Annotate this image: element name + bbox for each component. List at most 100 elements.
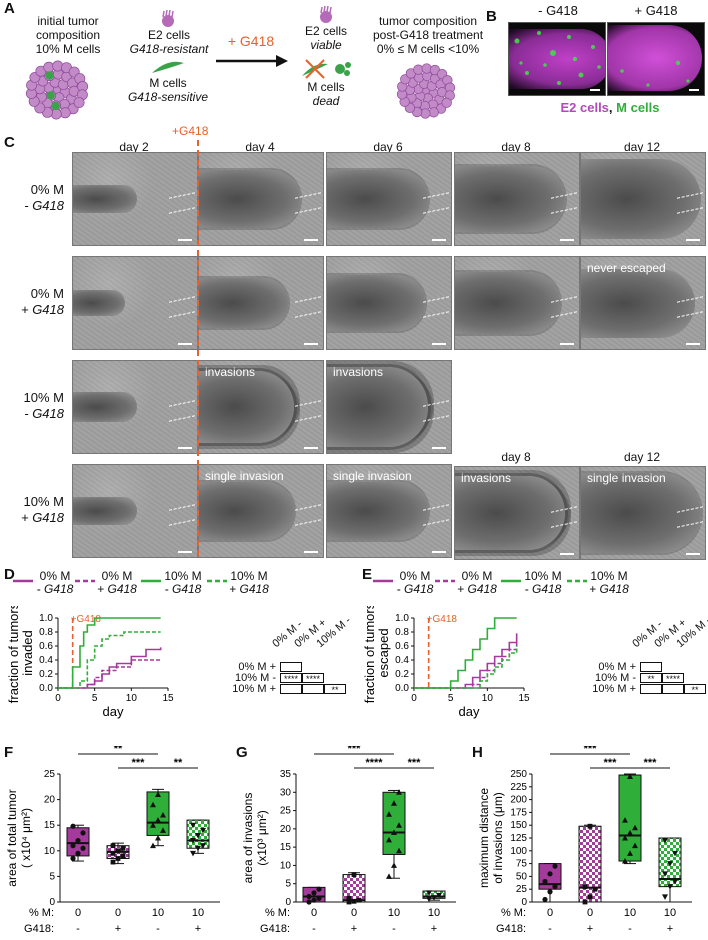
m-cell-dot	[543, 63, 547, 67]
series-line	[414, 646, 518, 689]
e2-cell-icon	[420, 108, 431, 119]
m-cell-icon	[51, 101, 60, 111]
dead-m-cell-icon	[302, 59, 351, 79]
scale-bar	[590, 89, 600, 91]
tumor-body	[73, 497, 138, 525]
y-tick-label: 200	[510, 795, 527, 806]
x-tick-label: 5	[92, 693, 98, 704]
tumor-body	[327, 275, 425, 331]
legend-line2: + G418	[229, 582, 269, 596]
m-status: G418-sensitive	[127, 90, 209, 104]
y-tick-label: 35	[280, 769, 292, 780]
data-point	[195, 832, 201, 839]
invaded-chart: 0.0 0.2 0.4 0.6 0.8 1.0 0 5 10 15 day fraction of t…	[6, 606, 174, 719]
data-point	[346, 895, 352, 901]
initial-line2: composition	[35, 28, 101, 42]
tumor-body	[455, 271, 561, 335]
m-cell-dot	[686, 79, 690, 83]
box	[342, 874, 366, 903]
dashed-tip-outline	[423, 400, 449, 423]
legend-line1: 0% M	[101, 569, 133, 583]
legend-line2: + G418	[97, 582, 137, 596]
data-point	[547, 871, 553, 877]
m-cell-dot	[567, 35, 571, 39]
data-point	[316, 886, 322, 892]
e2-cell-icon	[421, 63, 432, 74]
y-tick-label: 1.0	[395, 613, 409, 624]
e2-cell-icon	[73, 97, 85, 109]
data-point	[587, 894, 593, 900]
m-cell-dot	[514, 38, 520, 44]
data-point	[70, 843, 76, 849]
g418-marker-label: +G418	[427, 614, 458, 625]
legend-line1: 0% M	[39, 569, 71, 583]
sig-cell: ****	[280, 673, 302, 684]
data-point	[160, 811, 166, 818]
m-cell-dot	[675, 60, 681, 66]
sig-cell: ****	[302, 673, 324, 684]
tumor-body	[199, 482, 295, 540]
sig-cell	[280, 662, 302, 672]
data-point	[431, 895, 437, 901]
sig-cell	[280, 684, 302, 694]
y-axis-label: of invasions (μm)	[491, 792, 505, 884]
data-point	[622, 858, 628, 864]
data-point	[426, 896, 432, 903]
data-point	[542, 878, 548, 885]
scale-bar	[178, 447, 192, 449]
dashed-tip-outline	[169, 192, 195, 215]
group-g418-label: +	[667, 923, 673, 935]
y-tick-label: 0.6	[39, 641, 53, 652]
panel-label-d: D	[4, 566, 15, 583]
data-point	[582, 884, 588, 890]
tumor-body	[73, 290, 125, 316]
row-line1: 0% M	[30, 286, 64, 301]
data-point	[200, 843, 206, 849]
legend-swatch	[141, 579, 161, 583]
row-line2: - G418	[24, 406, 64, 421]
m-label: M cells	[149, 76, 187, 90]
legend-entry: 10% M + G418	[588, 570, 630, 596]
data-point	[592, 886, 598, 892]
y-tick-label: 25	[516, 884, 528, 895]
scale-bar	[560, 343, 574, 345]
scale-bar	[689, 89, 699, 91]
y-tick-label: 0	[49, 897, 55, 908]
legend-entry: 0% M + G418	[456, 570, 498, 596]
tumor-body	[199, 277, 288, 329]
initial-line3: 10% M cells	[35, 42, 101, 56]
y-tick-label: 0.4	[395, 655, 409, 666]
x-axis-label: day	[103, 704, 124, 719]
panel-label-g: G	[236, 744, 248, 761]
scale-bar	[304, 239, 318, 241]
y-tick-label: 25	[44, 769, 56, 780]
group-g418-label: -	[548, 923, 552, 935]
legend-line1: 10% M	[590, 569, 628, 583]
data-point	[75, 837, 81, 844]
data-point	[110, 843, 116, 849]
dashed-tip-outline	[551, 296, 577, 319]
group-m-label: 0	[587, 907, 593, 919]
group-m-label: 0	[311, 907, 317, 919]
data-point	[70, 855, 76, 862]
initial-tumor-cluster-icon	[25, 60, 89, 120]
initial-composition-text: initial tumor composition 10% M cells	[8, 14, 128, 56]
scale-bar	[304, 343, 318, 345]
m-cell-dot	[550, 50, 556, 56]
group-m-label: 10	[192, 907, 204, 919]
y-tick-label: 0.8	[395, 627, 409, 638]
sig-bracket-label: ***	[604, 757, 618, 769]
micrograph	[580, 152, 706, 246]
dashed-tip-outline	[295, 192, 321, 215]
day-label: day 2	[119, 140, 149, 154]
m-cell-icon	[152, 61, 184, 73]
series-line	[58, 617, 161, 689]
m-cell-dot	[557, 81, 561, 85]
day-label: day 12	[623, 450, 661, 464]
data-point	[396, 822, 402, 828]
group-m-label: 10	[624, 907, 636, 919]
row-line2: + G418	[20, 510, 64, 525]
scale-bar	[178, 343, 192, 345]
micrograph	[326, 152, 452, 246]
y-tick-label: 75	[516, 859, 528, 870]
